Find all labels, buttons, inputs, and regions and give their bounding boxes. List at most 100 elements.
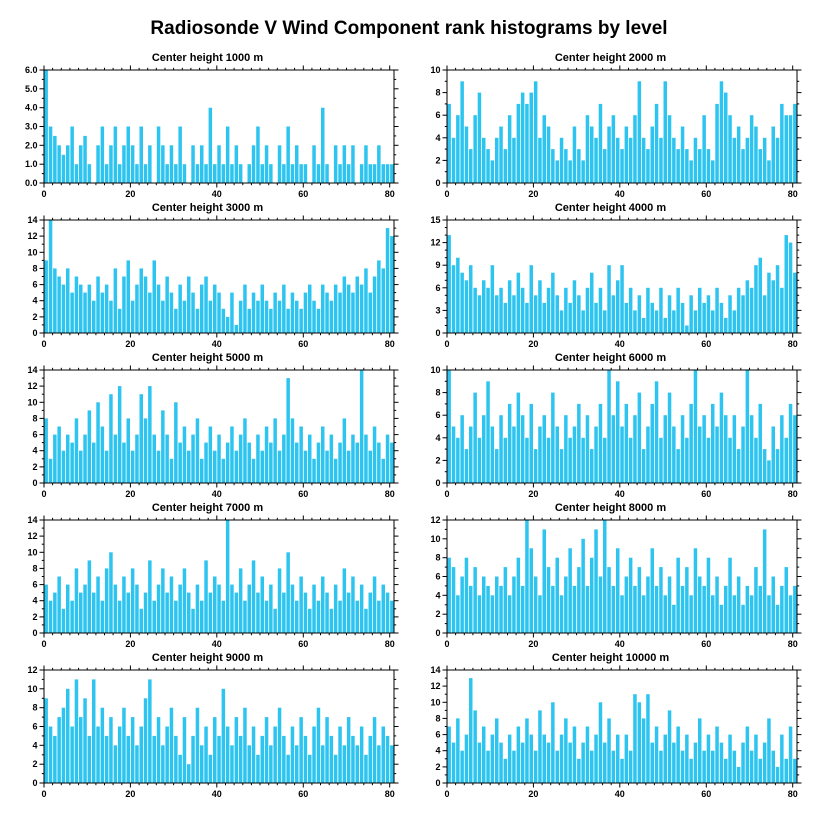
- svg-text:60: 60: [298, 489, 308, 499]
- svg-text:0: 0: [32, 778, 37, 788]
- subplot-title: Center height 9000 m: [151, 652, 264, 664]
- svg-text:12: 12: [27, 231, 37, 241]
- svg-text:80: 80: [787, 339, 797, 349]
- svg-text:20: 20: [125, 189, 135, 199]
- svg-text:80: 80: [787, 489, 797, 499]
- svg-text:20: 20: [528, 489, 538, 499]
- svg-text:20: 20: [528, 339, 538, 349]
- svg-text:8: 8: [32, 413, 37, 423]
- svg-text:3: 3: [435, 305, 440, 315]
- svg-text:20: 20: [125, 339, 135, 349]
- svg-text:12: 12: [430, 238, 440, 248]
- svg-text:4: 4: [32, 740, 37, 750]
- svg-text:10: 10: [27, 547, 37, 557]
- plot-area-2000m: 0 20 40 60 80 0 2 4 6 8 10: [430, 65, 801, 199]
- plot-area-1000m: 0 20 40 60 80 0.0 1.0 2.0 3.0 4.0 5.0 6.0: [24, 65, 398, 199]
- subplot-title: Center height 10000 m: [551, 652, 670, 664]
- svg-text:2: 2: [32, 312, 37, 322]
- svg-text:0: 0: [41, 189, 46, 199]
- svg-text:80: 80: [787, 639, 797, 649]
- subplot-title: Center height 2000 m: [554, 52, 667, 64]
- svg-text:0: 0: [435, 478, 440, 488]
- svg-text:60: 60: [298, 339, 308, 349]
- subplot-9000m: Center height 9000 m 0 20 40 60 80 0 2 4 6 8 10 12: [8, 652, 407, 801]
- svg-text:4: 4: [32, 296, 37, 306]
- plot-area-3000m: 0 20 40 60 80 0 2 4 6 8 10 12 14: [27, 215, 398, 349]
- histogram-grid: Center height 1000 m 0 20 40 60 80 0.0 1.0 2.0 3…: [8, 52, 810, 801]
- subplot-title: Center height 6000 m: [554, 352, 667, 364]
- svg-text:60: 60: [701, 339, 711, 349]
- svg-text:80: 80: [787, 789, 797, 799]
- svg-text:20: 20: [125, 789, 135, 799]
- svg-text:40: 40: [211, 789, 221, 799]
- svg-text:10: 10: [430, 65, 440, 75]
- subplot-title: Center height 7000 m: [151, 502, 264, 514]
- svg-text:10: 10: [27, 247, 37, 257]
- subplot-1000m: Center height 1000 m 0 20 40 60 80 0.0 1.0 2.0 3…: [8, 52, 407, 201]
- svg-text:2.0: 2.0: [24, 140, 37, 150]
- svg-text:14: 14: [27, 215, 37, 225]
- svg-text:6: 6: [435, 283, 440, 293]
- plot-area-4000m: 0 20 40 60 80 0 3 6 9 12 15: [430, 215, 801, 349]
- svg-text:9: 9: [435, 260, 440, 270]
- svg-text:0: 0: [435, 628, 440, 638]
- plot-area-6000m: 0 20 40 60 80 0 2 4 6 8 10: [430, 365, 801, 499]
- svg-text:80: 80: [384, 339, 394, 349]
- svg-text:0: 0: [32, 328, 37, 338]
- svg-text:6: 6: [435, 410, 440, 420]
- svg-text:4: 4: [435, 746, 440, 756]
- svg-text:40: 40: [614, 489, 624, 499]
- svg-text:0: 0: [41, 789, 46, 799]
- svg-text:0: 0: [435, 178, 440, 188]
- svg-text:10: 10: [430, 365, 440, 375]
- subplot-7000m: Center height 7000 m 0 20 40 60 80 0 2 4 6 8 10 12 1…: [8, 502, 407, 651]
- svg-text:4.0: 4.0: [24, 103, 37, 113]
- svg-text:60: 60: [298, 189, 308, 199]
- svg-text:40: 40: [211, 489, 221, 499]
- plot-area-7000m: 0 20 40 60 80 0 2 4 6 8 10 12 14: [27, 515, 398, 649]
- subplot-title: Center height 8000 m: [554, 502, 667, 514]
- svg-text:40: 40: [211, 189, 221, 199]
- svg-text:6: 6: [435, 730, 440, 740]
- svg-text:5.0: 5.0: [24, 84, 37, 94]
- svg-text:2: 2: [435, 455, 440, 465]
- subplot-title: Center height 4000 m: [554, 202, 667, 214]
- svg-text:2: 2: [32, 462, 37, 472]
- svg-text:0: 0: [32, 628, 37, 638]
- svg-text:0: 0: [444, 789, 449, 799]
- svg-text:80: 80: [787, 189, 797, 199]
- svg-text:0: 0: [444, 339, 449, 349]
- svg-text:20: 20: [125, 639, 135, 649]
- svg-text:2: 2: [32, 759, 37, 769]
- svg-text:6.0: 6.0: [24, 65, 37, 75]
- svg-text:8: 8: [435, 88, 440, 98]
- svg-text:14: 14: [27, 515, 37, 525]
- svg-text:6: 6: [435, 110, 440, 120]
- chart-title: Radiosonde V Wind Component rank histogr…: [150, 18, 668, 39]
- svg-text:60: 60: [298, 789, 308, 799]
- svg-text:0: 0: [41, 339, 46, 349]
- svg-text:40: 40: [211, 339, 221, 349]
- svg-text:60: 60: [298, 639, 308, 649]
- svg-text:10: 10: [430, 697, 440, 707]
- svg-text:4: 4: [32, 596, 37, 606]
- svg-text:2: 2: [435, 609, 440, 619]
- svg-text:2: 2: [435, 155, 440, 165]
- svg-text:40: 40: [614, 189, 624, 199]
- subplot-6000m: Center height 6000 m 0 20 40 60 80 0 2 4 6 8 10: [411, 352, 810, 501]
- svg-text:14: 14: [430, 665, 440, 675]
- subplot-3000m: Center height 3000 m 0 20 40 60 80 0 2 4 6 8 10 12 1…: [8, 202, 407, 351]
- svg-text:0: 0: [435, 778, 440, 788]
- svg-text:20: 20: [528, 639, 538, 649]
- svg-text:60: 60: [701, 489, 711, 499]
- subplot-title: Center height 3000 m: [151, 202, 264, 214]
- svg-text:12: 12: [27, 531, 37, 541]
- subplot-title: Center height 5000 m: [151, 352, 264, 364]
- svg-text:4: 4: [435, 590, 440, 600]
- svg-text:10: 10: [27, 397, 37, 407]
- svg-text:80: 80: [384, 489, 394, 499]
- svg-text:60: 60: [701, 789, 711, 799]
- subplot-5000m: Center height 5000 m 0 20 40 60 80 0 2 4 6 8 10 12 1…: [8, 352, 407, 501]
- svg-text:15: 15: [430, 215, 440, 225]
- svg-text:40: 40: [211, 639, 221, 649]
